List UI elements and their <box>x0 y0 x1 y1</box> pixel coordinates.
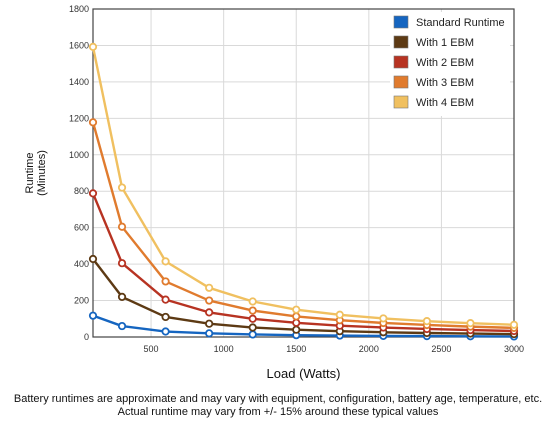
y-axis-label-line: Runtime <box>24 153 36 194</box>
data-point <box>88 189 98 198</box>
data-point <box>509 320 519 329</box>
x-tick-label: 2500 <box>431 344 451 354</box>
x-tick-label: 1500 <box>286 344 306 354</box>
y-axis-label-line: (Minutes) <box>36 150 48 196</box>
data-point <box>161 327 170 336</box>
data-point <box>379 314 388 323</box>
data-point <box>88 311 98 320</box>
data-point <box>422 317 431 326</box>
footnote-line-1: Battery runtimes are approximate and may… <box>13 393 543 405</box>
legend-swatch <box>393 15 409 29</box>
legend-box <box>390 12 510 116</box>
data-point <box>161 277 170 286</box>
y-tick-label: 1200 <box>69 113 89 123</box>
y-tick-label: 1800 <box>69 4 89 14</box>
legend-swatch <box>393 35 409 49</box>
data-point <box>88 42 98 52</box>
data-point <box>161 295 170 304</box>
data-point <box>248 306 257 315</box>
data-point <box>205 283 214 292</box>
x-tick-label: 1000 <box>214 344 234 354</box>
y-tick-label: 1600 <box>69 40 89 50</box>
y-tick-label: 800 <box>74 186 89 196</box>
legend-swatch <box>393 75 409 89</box>
data-point <box>248 323 257 332</box>
legend-label: With 4 EBM <box>416 97 474 109</box>
data-point <box>205 308 214 317</box>
data-point <box>205 329 214 338</box>
data-point <box>161 257 170 266</box>
legend-label: Standard Runtime <box>416 17 505 29</box>
y-tick-label: 200 <box>74 296 89 306</box>
data-point <box>88 254 98 264</box>
y-tick-label: 1000 <box>69 150 89 160</box>
x-tick-label: 3000 <box>504 344 524 354</box>
y-tick-label: 0 <box>84 332 89 342</box>
data-point <box>88 118 98 127</box>
data-point <box>292 318 301 327</box>
data-point <box>248 297 257 306</box>
data-point <box>292 305 301 314</box>
data-point <box>117 259 127 268</box>
data-point <box>205 296 214 305</box>
data-point <box>161 312 170 322</box>
footnote-line-2: Actual runtime may vary from +/- 15% aro… <box>117 406 439 418</box>
legend-label: With 2 EBM <box>416 57 474 69</box>
data-point <box>335 310 344 319</box>
data-point <box>117 321 127 331</box>
plot-border <box>92 8 515 338</box>
y-tick-label: 1400 <box>69 77 89 87</box>
data-point <box>205 319 214 328</box>
y-axis-label: Runtime(Minutes) <box>24 150 48 196</box>
data-point <box>292 325 301 334</box>
legend-label: With 1 EBM <box>416 37 474 49</box>
data-point <box>248 314 257 323</box>
data-point <box>466 319 475 328</box>
y-tick-label: 400 <box>74 259 89 269</box>
legend-swatch <box>393 95 409 109</box>
data-point <box>248 330 257 339</box>
data-point <box>117 222 127 231</box>
x-tick-label: 500 <box>144 344 159 354</box>
x-tick-label: 2000 <box>359 344 379 354</box>
data-point <box>117 292 127 302</box>
data-point <box>117 183 127 192</box>
y-tick-label: 600 <box>74 223 89 233</box>
x-axis-label: Load (Watts) <box>267 366 341 381</box>
legend-label: With 3 EBM <box>416 77 474 89</box>
data-point <box>292 312 301 321</box>
legend-swatch <box>393 55 409 69</box>
